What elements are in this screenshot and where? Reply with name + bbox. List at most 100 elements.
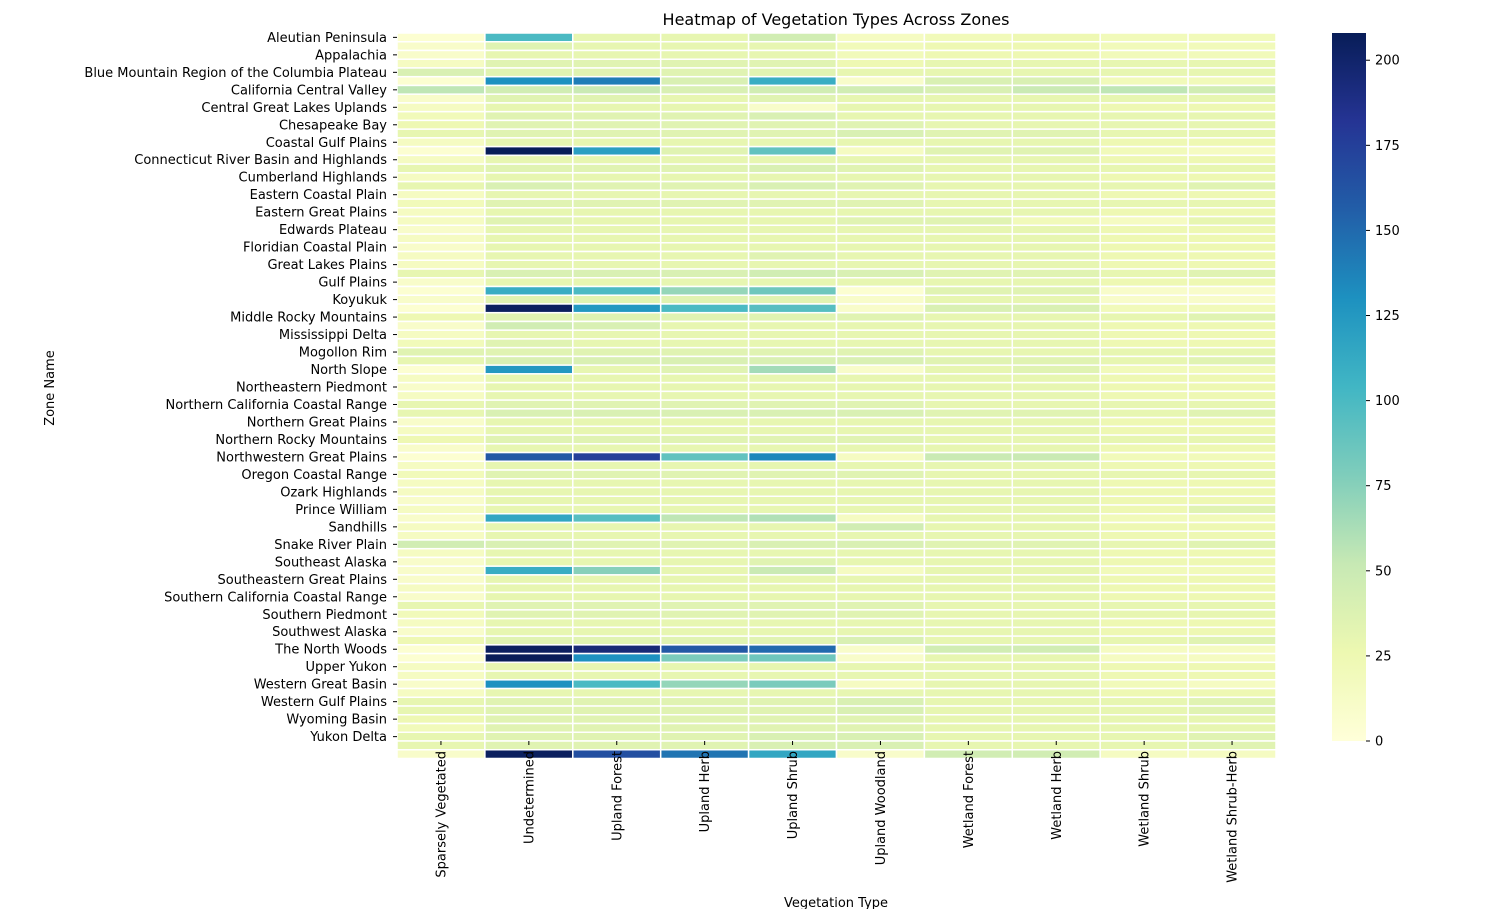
heatmap-cell [484, 504, 574, 515]
heatmap-cell [923, 338, 1014, 349]
heatmap-cell [484, 600, 574, 611]
heatmap-cell [572, 460, 662, 471]
heatmap-cell [484, 40, 574, 52]
heatmap-cell [1099, 521, 1189, 532]
heatmap-cell [1187, 556, 1277, 567]
heatmap-cell [1099, 451, 1189, 463]
heatmap-cell [1011, 320, 1101, 331]
heatmap-cell [923, 259, 1014, 270]
heatmap-cell [484, 644, 574, 655]
heatmap-cell [1011, 670, 1101, 681]
heatmap-cell [572, 556, 662, 567]
heatmap-cell [1099, 434, 1189, 445]
heatmap-cell [1099, 390, 1189, 401]
heatmap-cell [835, 58, 926, 69]
heatmap-cell [396, 268, 486, 279]
heatmap-cell [484, 381, 574, 393]
heatmap-cell [572, 84, 662, 95]
heatmap-cell [484, 137, 574, 148]
heatmap-cell [659, 268, 750, 279]
heatmap-cell [1099, 478, 1189, 489]
heatmap-cell [1011, 102, 1101, 113]
heatmap-cell [1187, 268, 1277, 279]
heatmap-cell [572, 705, 662, 716]
heatmap-cell [572, 32, 662, 43]
heatmap-cell [923, 416, 1014, 428]
heatmap-cell [659, 346, 750, 358]
y-tick-label: Prince William [295, 503, 387, 518]
heatmap-cell [1187, 530, 1277, 541]
heatmap-cell [396, 154, 486, 165]
y-tick-label: Southwest Alaska [272, 625, 387, 640]
heatmap-cell [572, 478, 662, 489]
heatmap-cell [396, 399, 486, 410]
y-tick-label: Great Lakes Plains [267, 258, 387, 273]
heatmap-cell [572, 259, 662, 270]
y-tick-label: Western Gulf Plains [261, 695, 387, 710]
heatmap-cell [1099, 574, 1189, 585]
heatmap-cell [484, 626, 574, 637]
heatmap-cell [1099, 285, 1189, 296]
heatmap-cell [396, 714, 486, 725]
y-tick-label: Coastal Gulf Plains [266, 136, 387, 151]
heatmap-cell [396, 338, 486, 349]
heatmap-cell [484, 215, 574, 227]
heatmap-cell [572, 687, 662, 699]
heatmap-cell [1099, 355, 1189, 366]
y-tick-label: Aleutian Peninsula [267, 31, 387, 46]
heatmap-cell [1099, 242, 1189, 253]
heatmap-cell [1011, 40, 1101, 52]
heatmap-cell [1187, 652, 1277, 664]
heatmap-cell [835, 40, 926, 52]
heatmap-cell [396, 40, 486, 52]
heatmap-cell [659, 329, 750, 340]
heatmap-cell [484, 722, 574, 734]
heatmap-cell [1187, 338, 1277, 349]
heatmap-cell [1099, 198, 1189, 209]
heatmap-cell [659, 303, 750, 314]
heatmap-cell [484, 451, 574, 463]
heatmap-cell [835, 93, 926, 104]
heatmap-cell [1011, 478, 1101, 489]
heatmap-cell [835, 495, 926, 506]
heatmap-cell [835, 530, 926, 541]
colorbar-tick-label: 0 [1375, 735, 1383, 750]
heatmap-cell [923, 644, 1014, 655]
heatmap-cell [1187, 539, 1277, 550]
heatmap-cell [484, 329, 574, 340]
heatmap-cell [659, 67, 750, 78]
heatmap-cell [572, 617, 662, 629]
heatmap-cell [572, 539, 662, 550]
y-tick-label: Mississippi Delta [279, 328, 387, 343]
heatmap-cell [1099, 687, 1189, 699]
heatmap-cell [747, 425, 838, 436]
heatmap-cell [1187, 460, 1277, 471]
heatmap-cell [659, 259, 750, 270]
heatmap-cell [396, 207, 486, 218]
heatmap-cell [835, 574, 926, 585]
heatmap-cell [484, 49, 574, 60]
heatmap-cell [747, 565, 838, 576]
heatmap-cell [835, 276, 926, 288]
heatmap-cell [747, 722, 838, 734]
heatmap-cell [484, 425, 574, 436]
heatmap-cell [923, 434, 1014, 445]
heatmap-cell [747, 215, 838, 227]
heatmap-cell [1011, 644, 1101, 655]
heatmap-cell [747, 207, 838, 218]
heatmap-cell [396, 32, 486, 43]
heatmap-cell [747, 381, 838, 393]
heatmap-cell [572, 58, 662, 69]
heatmap-cell [396, 119, 486, 130]
heatmap-cell [396, 635, 486, 646]
heatmap-cell [1187, 687, 1277, 699]
heatmap-cell [747, 617, 838, 629]
heatmap-cell [1011, 679, 1101, 690]
heatmap-cell [659, 582, 750, 594]
heatmap-cell [659, 652, 750, 664]
heatmap-cell [1011, 591, 1101, 602]
heatmap-cell [923, 591, 1014, 602]
heatmap-cell [396, 110, 486, 122]
heatmap-cell [1011, 329, 1101, 340]
heatmap-cell [835, 102, 926, 113]
